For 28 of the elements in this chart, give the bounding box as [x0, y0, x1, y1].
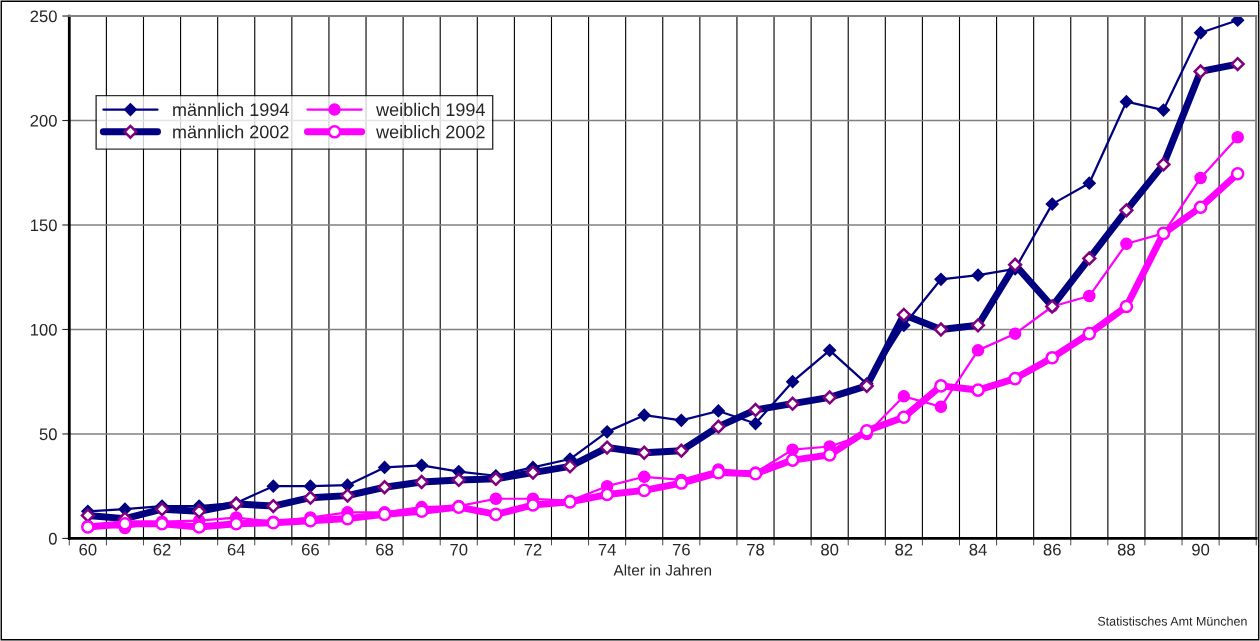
x-tick-label: 90 [1192, 543, 1210, 556]
x-tick-label: 70 [450, 543, 468, 556]
y-tick-label: 150 [30, 219, 57, 232]
x-tick-label: 76 [672, 543, 690, 556]
x-tick-label: 62 [153, 543, 171, 556]
x-tick-label: 68 [376, 543, 394, 556]
x-tick-label: 78 [747, 543, 765, 556]
x-tick-label: 86 [1043, 543, 1061, 556]
legend-label: männlich 1994 [173, 102, 289, 117]
y-tick-label: 0 [48, 532, 57, 545]
text: Statistisches Amt München [1097, 616, 1247, 626]
x-tick-label: 60 [79, 543, 97, 556]
y-tick-label: 100 [30, 323, 57, 336]
y-tick-label: 250 [30, 10, 57, 23]
x-tick-label: 84 [969, 543, 987, 556]
x-tick-label: 72 [524, 543, 542, 556]
legend-label: weiblich 2002 [376, 125, 485, 139]
legend-label: männlich 2002 [173, 125, 289, 139]
x-tick-label: 66 [301, 543, 319, 556]
y-tick-label: 200 [30, 114, 57, 127]
x-tick-label: 64 [227, 543, 245, 556]
x-axis-title: Alter in Jahren [613, 564, 712, 576]
y-tick-label: 50 [39, 428, 57, 441]
x-tick-label: 82 [895, 543, 913, 556]
x-tick-label: 88 [1117, 543, 1135, 556]
x-tick-label: 74 [598, 543, 616, 556]
x-tick-label: 80 [821, 543, 839, 556]
legend-label: weiblich 1994 [376, 102, 485, 117]
